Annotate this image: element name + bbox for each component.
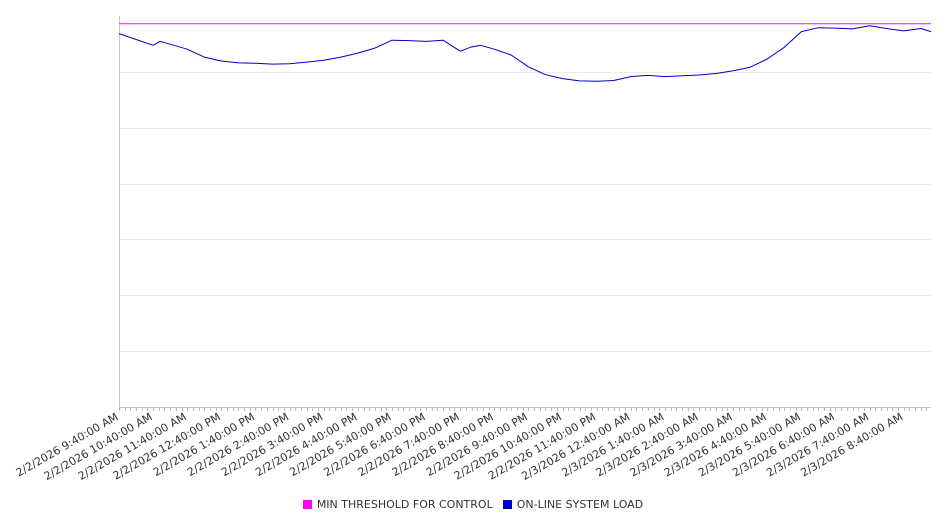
axis-layer [119,16,931,411]
legend-swatch-online-system-load [502,500,512,509]
legend-swatch-min-threshold [302,500,312,509]
legend-item-min-threshold[interactable]: MIN THRESHOLD FOR CONTROL [302,498,493,511]
x-tick-labels: 2/2/2026 9:40:00 AM2/2/2026 10:40:00 AM2… [14,410,906,483]
grid-layer [119,72,931,352]
legend-label-min-threshold: MIN THRESHOLD FOR CONTROL [316,498,493,511]
legend-item-online-system-load[interactable]: ON-LINE SYSTEM LOAD [502,498,644,511]
legend: MIN THRESHOLD FOR CONTROL ON-LINE SYSTEM… [0,498,946,511]
legend-label-online-system-load: ON-LINE SYSTEM LOAD [516,498,644,511]
series-line-1 [118,25,932,82]
series-layer [118,23,932,82]
